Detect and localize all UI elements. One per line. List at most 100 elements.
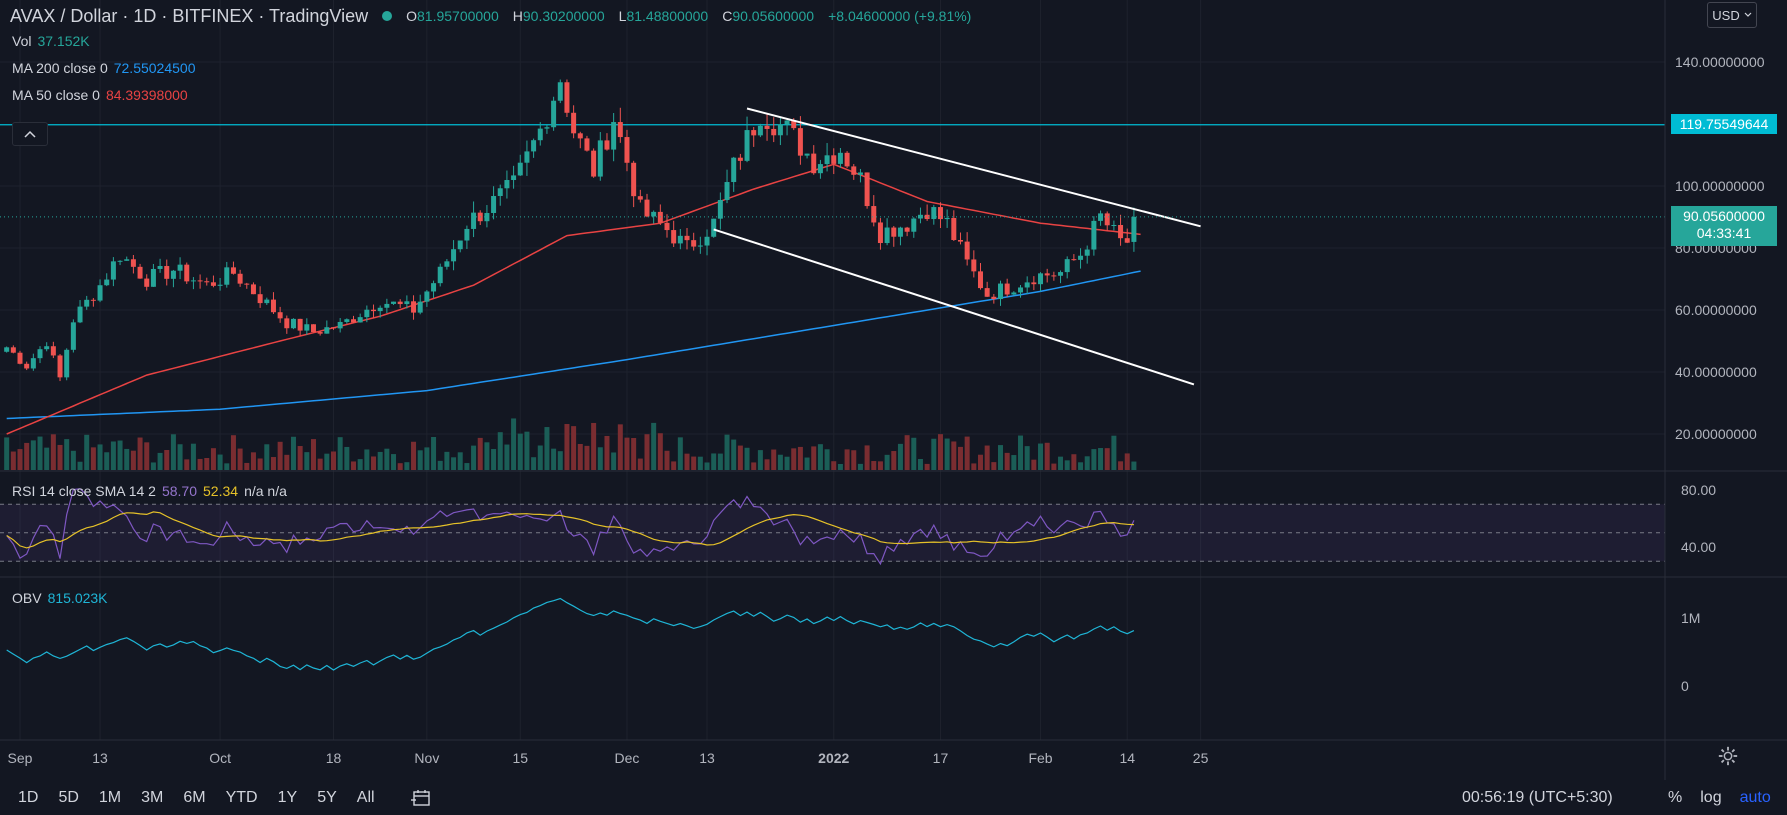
- timeframe-all[interactable]: All: [356, 788, 375, 806]
- volume-bar: [844, 449, 850, 470]
- volume-bar: [304, 452, 310, 470]
- candle-body: [844, 152, 850, 167]
- timeframe-5d[interactable]: 5D: [58, 788, 79, 806]
- volume-bar: [704, 462, 710, 470]
- open-value: 81.95700000: [417, 8, 499, 24]
- volume-bar: [84, 434, 90, 470]
- candle-body: [751, 130, 757, 136]
- candle-body: [164, 266, 170, 279]
- volume-bar: [964, 436, 970, 470]
- candle-body: [384, 303, 390, 308]
- close-value: 90.05600000: [732, 8, 815, 24]
- percent-scale-toggle[interactable]: %: [1668, 789, 1683, 806]
- candle-body: [491, 196, 497, 213]
- volume-bar: [110, 441, 116, 470]
- timeframe-ytd[interactable]: YTD: [225, 788, 258, 806]
- volume-bar: [557, 451, 563, 470]
- candle-body: [10, 347, 16, 353]
- volume-bar: [164, 449, 170, 470]
- timeframe-5y[interactable]: 5Y: [317, 788, 337, 806]
- candle-body: [611, 122, 617, 150]
- candle-body: [617, 122, 623, 138]
- currency-label: USD: [1712, 7, 1740, 23]
- timezone-clock[interactable]: 00:56:19 (UTC+5:30): [1462, 789, 1613, 806]
- volume-bar: [771, 449, 777, 470]
- volume-bar: [551, 448, 557, 470]
- ma50-legend[interactable]: MA 50 close 0 84.39398000: [12, 87, 188, 103]
- price-tick-label: 40.00000000: [1675, 364, 1757, 380]
- volume-bar: [1004, 452, 1010, 470]
- volume-bar: [857, 463, 863, 470]
- symbol-title[interactable]: AVAX / Dollar · 1D · BITFINEX · TradingV…: [10, 5, 369, 26]
- timeframe-1m[interactable]: 1M: [98, 788, 122, 806]
- price-tick-label: 140.00000000: [1675, 54, 1765, 70]
- ma200-legend[interactable]: MA 200 close 0 72.55024500: [12, 60, 196, 76]
- volume-bar: [177, 444, 183, 470]
- candle-body: [204, 281, 210, 283]
- rsi-sma-line: [6, 511, 1134, 549]
- time-tick-label: Nov: [414, 750, 439, 766]
- time-tick-label: Oct: [209, 750, 231, 766]
- candle-body: [1058, 272, 1064, 276]
- volume-bar: [297, 446, 303, 470]
- volume-bar: [397, 463, 403, 470]
- candle-body: [811, 153, 817, 174]
- candle-body: [331, 327, 336, 329]
- candle-body: [731, 157, 737, 183]
- ma200-legend-label: MA 200 close 0: [12, 60, 108, 76]
- collapse-legend-button[interactable]: [12, 122, 48, 146]
- rsi-pane: [0, 488, 1665, 566]
- timeframe-6m[interactable]: 6M: [183, 788, 206, 806]
- candle-body: [544, 127, 550, 129]
- log-scale-toggle[interactable]: log: [1700, 789, 1722, 806]
- ma50-line: [6, 163, 1141, 435]
- last-price-value: 90.05600000: [1683, 208, 1765, 224]
- candle-body: [464, 228, 470, 241]
- candle-body: [791, 120, 797, 129]
- rsi-legend[interactable]: RSI 14 close SMA 14 2 58.70 52.34 n/a n/a: [12, 483, 287, 499]
- volume-bar: [884, 454, 890, 470]
- candle-body: [497, 188, 503, 197]
- ma50-legend-value: 84.39398000: [105, 87, 188, 103]
- candles: [4, 79, 1137, 382]
- timeframe-3m[interactable]: 3M: [141, 788, 164, 806]
- volume-bar: [944, 438, 950, 470]
- volume-bar: [531, 457, 537, 470]
- timeframe-1y[interactable]: 1Y: [277, 788, 298, 806]
- calendar-goto-icon[interactable]: [410, 789, 431, 807]
- volume-bar: [851, 450, 857, 470]
- volume-bar: [431, 436, 437, 470]
- volume-bars: [4, 418, 1137, 470]
- candle-body: [137, 266, 143, 279]
- volume-legend[interactable]: Vol 37.152K: [12, 33, 90, 49]
- rsi-legend-label: RSI 14 close SMA 14 2: [12, 483, 156, 499]
- candle-body: [130, 259, 136, 267]
- volume-bar: [724, 434, 730, 470]
- candle-body: [537, 128, 543, 141]
- candle-body: [451, 249, 457, 262]
- volume-bar: [471, 445, 477, 470]
- rsi-tick-label: 80.00: [1681, 482, 1716, 498]
- candle-body: [764, 125, 770, 129]
- volume-bar: [317, 458, 323, 470]
- timeframe-1d[interactable]: 1D: [18, 788, 39, 806]
- volume-bar: [684, 453, 690, 470]
- volume-bar: [744, 447, 750, 470]
- auto-scale-toggle[interactable]: auto: [1739, 789, 1771, 806]
- volume-bar: [664, 450, 670, 470]
- currency-select[interactable]: USD: [1707, 2, 1757, 28]
- volume-bar: [804, 457, 810, 470]
- obv-pane: [6, 597, 1135, 671]
- candle-body: [244, 283, 250, 285]
- volume-bar: [491, 449, 497, 470]
- trendline: [746, 107, 1201, 228]
- candle-body: [524, 151, 530, 163]
- obv-legend[interactable]: OBV 815.023K: [12, 590, 108, 606]
- candle-body: [77, 306, 83, 323]
- candle-body: [531, 140, 537, 152]
- gear-icon[interactable]: [1717, 745, 1739, 767]
- volume-bar: [1124, 453, 1130, 470]
- volume-bar: [37, 436, 43, 470]
- volume-bar: [1058, 456, 1064, 470]
